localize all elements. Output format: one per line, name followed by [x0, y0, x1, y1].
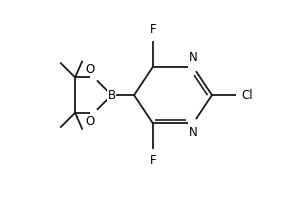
Text: F: F: [150, 154, 156, 167]
Text: N: N: [189, 126, 197, 139]
Text: O: O: [86, 62, 95, 76]
Text: N: N: [189, 51, 197, 64]
Text: B: B: [108, 89, 116, 102]
Text: O: O: [86, 115, 95, 128]
Text: F: F: [150, 23, 156, 36]
Text: Cl: Cl: [241, 89, 253, 102]
